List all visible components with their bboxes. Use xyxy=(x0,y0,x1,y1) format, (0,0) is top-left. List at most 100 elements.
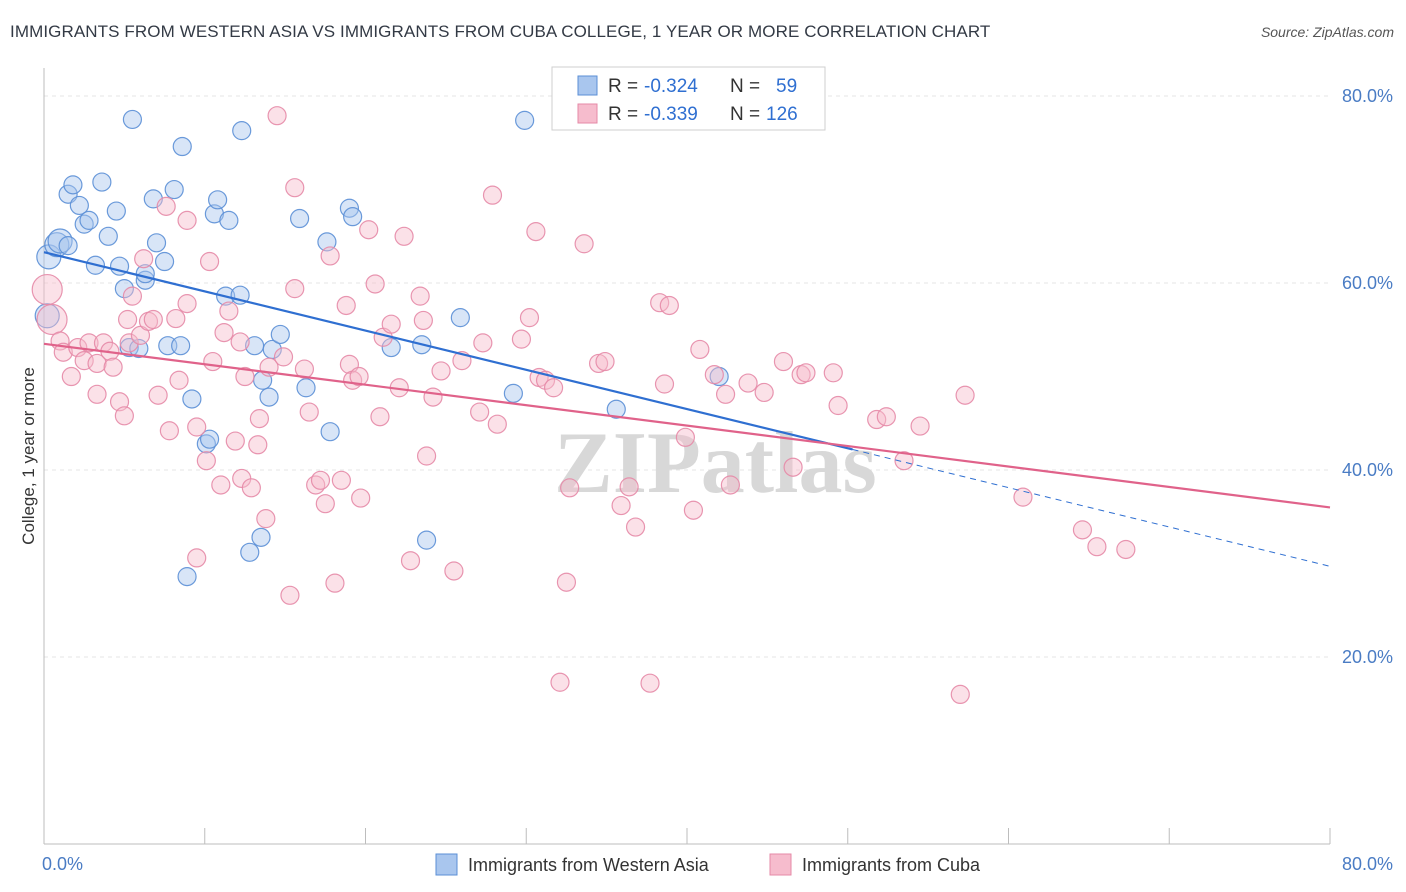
bottom-legend-swatch-cuba xyxy=(769,853,792,876)
legend-r-label-western-asia: R = xyxy=(608,76,638,97)
legend-r-value-western-asia: -0.324 xyxy=(644,76,698,97)
point-cuba-121 xyxy=(955,385,975,405)
y-tick-label-2: 60.0% xyxy=(1342,273,1393,293)
point-western-asia-50 xyxy=(343,207,363,227)
point-western-asia-40 xyxy=(251,527,271,547)
point-cuba-40 xyxy=(235,366,255,387)
point-western-asia-16 xyxy=(119,337,139,358)
point-western-asia-45 xyxy=(289,208,310,229)
point-cuba-97 xyxy=(625,517,646,537)
legend-swatch-western-asia xyxy=(577,75,598,96)
point-cuba-88 xyxy=(543,378,564,398)
point-western-asia-42 xyxy=(259,387,279,407)
point-cuba-120 xyxy=(950,684,970,705)
point-cuba-108 xyxy=(738,373,758,393)
point-western-asia-31 xyxy=(199,429,220,449)
point-cuba-27 xyxy=(177,210,197,230)
point-western-asia-7 xyxy=(69,195,89,216)
chart-source: Source: ZipAtlas.com xyxy=(1260,24,1394,40)
point-cuba-19 xyxy=(134,249,154,269)
point-cuba-37 xyxy=(225,431,245,451)
point-cuba-102 xyxy=(675,427,695,447)
series-western-asia xyxy=(34,109,729,587)
point-cuba-29 xyxy=(187,548,207,568)
point-cuba-110 xyxy=(773,351,794,372)
point-cuba-21 xyxy=(143,309,163,330)
point-cuba-7 xyxy=(79,333,99,353)
point-western-asia-54 xyxy=(450,308,470,328)
point-cuba-104 xyxy=(690,339,710,360)
point-cuba-62 xyxy=(349,366,369,387)
point-western-asia-57 xyxy=(606,399,626,419)
point-cuba-43 xyxy=(249,409,270,429)
point-western-asia-55 xyxy=(503,383,523,403)
point-western-asia-17 xyxy=(122,109,143,130)
point-cuba-122 xyxy=(1013,487,1033,507)
point-cuba-118 xyxy=(894,451,914,471)
point-cuba-51 xyxy=(294,359,315,379)
point-cuba-32 xyxy=(199,251,220,272)
point-western-asia-28 xyxy=(177,567,197,587)
point-cuba-28 xyxy=(177,294,197,314)
point-cuba-94 xyxy=(595,351,615,372)
point-western-asia-13 xyxy=(106,201,126,221)
point-cuba-41 xyxy=(241,478,261,498)
point-cuba-113 xyxy=(796,363,816,383)
point-cuba-100 xyxy=(654,374,675,394)
point-cuba-77 xyxy=(444,561,464,581)
point-cuba-72 xyxy=(410,286,430,306)
legend-n-label-western-asia: N = xyxy=(730,76,760,97)
point-cuba-124 xyxy=(1087,537,1107,557)
point-cuba-119 xyxy=(910,416,930,436)
point-cuba-17 xyxy=(122,286,143,306)
point-cuba-68 xyxy=(381,314,401,334)
point-western-asia-53 xyxy=(416,530,437,550)
trend-line-western-asia xyxy=(43,251,853,451)
legend-n-label-cuba: N = xyxy=(730,104,760,125)
point-cuba-84 xyxy=(519,308,540,328)
point-cuba-26 xyxy=(169,370,189,390)
watermark-text: ZIPatlas xyxy=(554,415,877,512)
point-western-asia-56 xyxy=(515,110,535,130)
point-cuba-59 xyxy=(336,295,356,316)
legend-r-label-cuba: R = xyxy=(608,104,638,125)
point-cuba-82 xyxy=(487,414,507,434)
point-cuba-117 xyxy=(876,407,896,427)
point-cuba-90 xyxy=(556,572,577,592)
watermark: ZIPatlas xyxy=(554,415,877,512)
point-cuba-56 xyxy=(320,246,340,266)
point-cuba-33 xyxy=(203,351,223,372)
y-tick-labels: 20.0% 40.0% 60.0% 80.0% xyxy=(1342,86,1393,667)
point-cuba-91 xyxy=(560,478,580,498)
point-cuba-22 xyxy=(148,385,168,405)
point-cuba-47 xyxy=(273,347,294,367)
point-cuba-74 xyxy=(416,446,437,466)
legend-r-value-cuba: -0.339 xyxy=(644,104,698,125)
point-cuba-101 xyxy=(659,295,679,316)
point-western-asia-6 xyxy=(63,175,83,195)
point-western-asia-47 xyxy=(317,232,337,252)
point-cuba-48 xyxy=(280,585,300,605)
point-cuba-38 xyxy=(230,332,250,352)
point-cuba-42 xyxy=(248,435,268,455)
point-cuba-123 xyxy=(1072,520,1093,540)
point-cuba-8 xyxy=(87,353,107,374)
point-cuba-105 xyxy=(704,365,724,385)
point-western-asia-25 xyxy=(164,179,184,200)
bottom-legend-swatch-western-asia xyxy=(435,853,458,876)
point-western-asia-51 xyxy=(381,337,401,358)
point-cuba-64 xyxy=(359,220,379,240)
point-cuba-16 xyxy=(119,333,139,353)
point-cuba-9 xyxy=(87,384,107,404)
point-cuba-125 xyxy=(1116,539,1136,560)
point-cuba-30 xyxy=(187,417,207,437)
point-cuba-1 xyxy=(36,303,68,336)
point-western-asia-35 xyxy=(219,210,239,230)
point-cuba-23 xyxy=(156,196,176,216)
point-cuba-35 xyxy=(214,322,234,343)
point-cuba-73 xyxy=(413,310,433,331)
point-cuba-14 xyxy=(114,406,134,426)
point-cuba-4 xyxy=(61,366,81,387)
point-western-asia-22 xyxy=(146,233,167,253)
point-cuba-46 xyxy=(267,106,287,126)
